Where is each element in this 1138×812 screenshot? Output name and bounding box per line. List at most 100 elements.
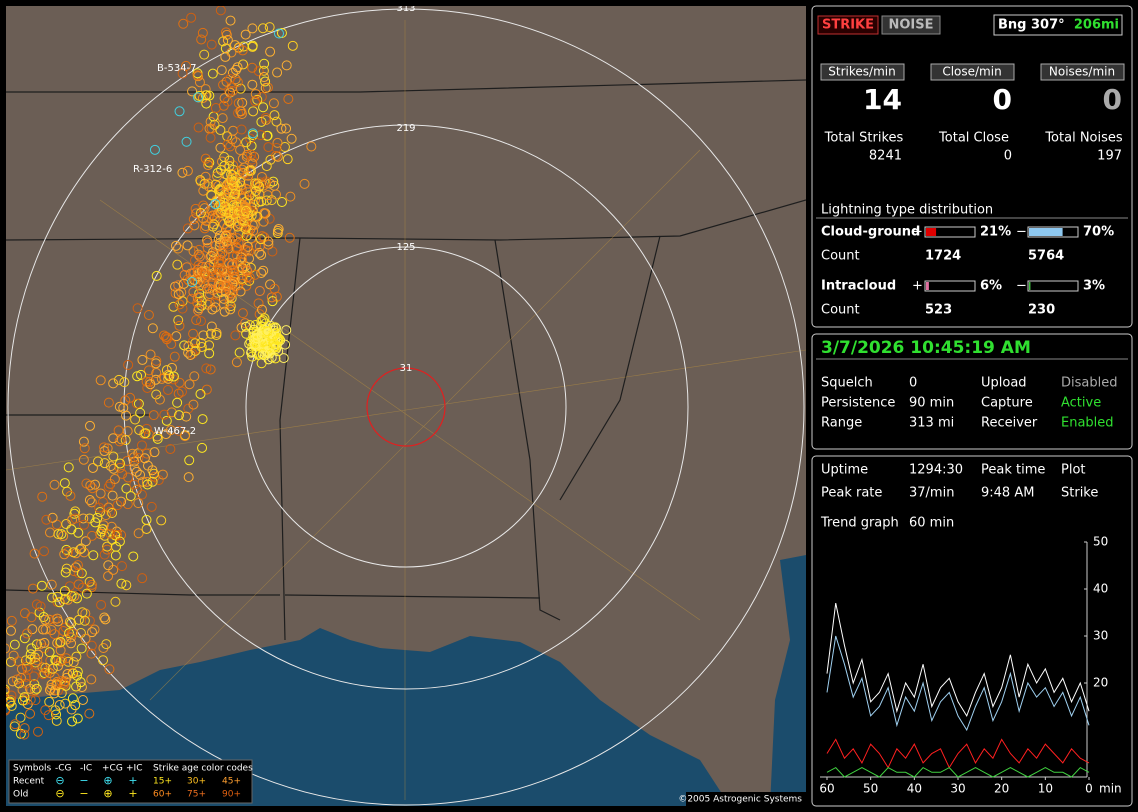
count: 523 xyxy=(925,303,952,318)
strike-symbol xyxy=(256,249,267,260)
strike-symbol xyxy=(46,579,57,590)
percent: 6% xyxy=(980,279,1002,294)
noise-button-label[interactable]: NOISE xyxy=(888,18,933,33)
distance: 206mi xyxy=(1074,18,1119,33)
rate-label[interactable]: Noises/min xyxy=(1049,65,1115,79)
strike-symbol xyxy=(28,671,39,682)
strike-symbol xyxy=(40,624,51,635)
rate-button[interactable] xyxy=(1040,63,1125,81)
strike-symbol xyxy=(203,157,214,168)
strike-symbol xyxy=(270,353,281,364)
strike-symbol xyxy=(17,695,28,706)
rate-label[interactable]: Close/min xyxy=(942,65,1001,79)
type-label: Cloud-ground xyxy=(821,225,920,240)
strike-symbol xyxy=(6,686,10,697)
station-label: W-467-2 xyxy=(154,426,196,437)
strike-symbol xyxy=(256,267,267,278)
strike-symbol xyxy=(253,298,264,309)
strike-symbol xyxy=(231,357,242,368)
rate-label[interactable]: Strikes/min xyxy=(828,65,895,79)
strike-button-label[interactable]: STRIKE xyxy=(822,18,874,33)
strike-symbol xyxy=(33,726,44,737)
trend-line xyxy=(826,766,1090,778)
strike-symbol xyxy=(248,106,259,117)
strike-symbol xyxy=(151,270,162,281)
strike-symbol xyxy=(73,568,84,579)
map: 313 219 125 31 B-534-7 R-312-6 W-467-2 ©2005 As… xyxy=(6,3,806,806)
strike-symbol xyxy=(198,200,209,211)
strike-symbol xyxy=(86,579,97,590)
strike-symbol xyxy=(215,125,226,136)
strike-symbol xyxy=(241,205,252,216)
strike-symbol xyxy=(44,614,55,625)
strike-symbol xyxy=(61,544,72,555)
strike-symbol xyxy=(120,435,131,446)
strike-symbol xyxy=(258,65,269,76)
strike-symbol xyxy=(233,108,244,119)
strike-symbol xyxy=(203,178,214,189)
strike-symbol xyxy=(284,232,295,243)
strike-symbol xyxy=(36,580,47,591)
strike-symbol xyxy=(219,207,230,218)
range-label: 313 xyxy=(396,3,415,14)
range-label: 31 xyxy=(400,363,413,374)
strike-symbol xyxy=(218,240,229,251)
strike-symbol xyxy=(218,219,229,230)
strike-symbol xyxy=(224,161,235,172)
strike-symbol xyxy=(249,191,260,202)
strike-symbol xyxy=(60,676,71,687)
strike-symbol xyxy=(216,204,227,215)
strike-symbol xyxy=(261,161,272,172)
count-label: Count xyxy=(821,249,860,264)
x-tick-label: 10 xyxy=(1038,782,1053,796)
noise-button[interactable] xyxy=(881,15,941,35)
strike-symbol xyxy=(206,266,217,277)
strike-symbol xyxy=(15,728,26,739)
strike-symbol xyxy=(58,677,69,688)
strike-symbol xyxy=(86,640,97,651)
strike-symbol xyxy=(166,407,177,418)
strike-symbol xyxy=(187,277,198,288)
legend-symbol: − xyxy=(79,774,88,787)
strike-symbol xyxy=(230,188,241,199)
stat: 1294:30 xyxy=(909,463,963,478)
strike-symbol xyxy=(78,436,89,447)
strike-symbol xyxy=(184,379,195,390)
strike-symbol xyxy=(52,591,63,602)
strike-symbol xyxy=(204,340,215,351)
strike-symbol xyxy=(114,436,125,447)
setting: 0 xyxy=(909,376,917,391)
setting: Receiver xyxy=(981,416,1038,431)
strike-symbol xyxy=(133,453,144,464)
strike-symbol xyxy=(273,224,284,235)
strike-symbol xyxy=(76,682,87,693)
strike-symbol xyxy=(79,519,90,530)
strike-symbol xyxy=(237,254,248,265)
rate-button[interactable] xyxy=(930,63,1015,81)
strike-symbol xyxy=(131,398,142,409)
strike-symbol xyxy=(186,12,197,23)
strike-symbol xyxy=(99,458,110,469)
rate-button[interactable] xyxy=(820,63,905,81)
strike-symbol xyxy=(205,364,216,375)
strike-symbol xyxy=(272,137,283,148)
strike-symbol xyxy=(191,208,202,219)
stat: Peak time xyxy=(981,463,1045,478)
strike-symbol xyxy=(37,491,48,502)
strike-symbol xyxy=(238,59,249,70)
strike-symbol xyxy=(101,639,112,650)
strike-symbol xyxy=(162,332,173,343)
strike-symbol xyxy=(245,336,256,347)
strike-symbol xyxy=(237,248,248,259)
strike-symbol xyxy=(240,245,251,256)
strike-symbol xyxy=(128,551,139,562)
legend-age-title: Strike age color codes xyxy=(153,764,253,774)
strike-symbol xyxy=(260,83,271,94)
strike-symbol xyxy=(95,507,106,518)
strike-symbol xyxy=(111,541,122,552)
strike-symbol xyxy=(108,451,119,462)
strike-symbol xyxy=(187,86,198,97)
strike-button[interactable] xyxy=(817,15,879,35)
y-tick-label: 20 xyxy=(1093,676,1108,690)
